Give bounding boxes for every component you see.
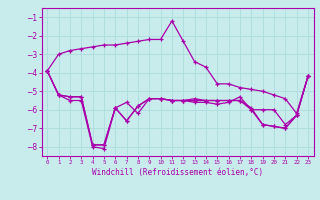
X-axis label: Windchill (Refroidissement éolien,°C): Windchill (Refroidissement éolien,°C) bbox=[92, 168, 263, 177]
